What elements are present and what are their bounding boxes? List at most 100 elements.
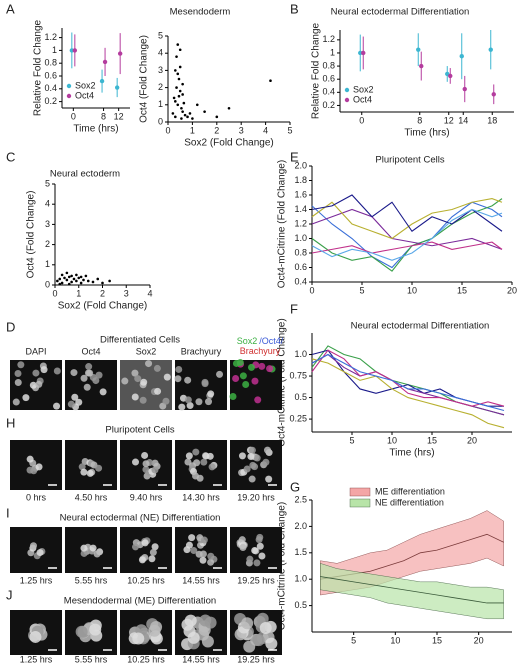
- cell: [131, 393, 139, 401]
- cell: [151, 543, 159, 551]
- x-tick-label: 5: [349, 435, 354, 445]
- data-point: [191, 117, 194, 120]
- image-caption: 9.40 hrs: [130, 492, 163, 502]
- y-tick-label: 1.0: [294, 349, 307, 359]
- image-caption: 5.55 hrs: [75, 654, 108, 664]
- y-tick-label: 0: [45, 279, 50, 289]
- y-tick-label: 5: [158, 30, 163, 40]
- cell: [29, 381, 37, 389]
- y-tick-label: 0.25: [289, 413, 307, 423]
- y-tick-label: 1: [158, 99, 163, 109]
- cell: [148, 624, 161, 637]
- cell: [92, 377, 100, 385]
- data-point: [96, 277, 100, 281]
- image-label: Sox2: [136, 346, 157, 356]
- data-point: [102, 59, 108, 65]
- cell: [35, 463, 43, 471]
- data-point: [79, 281, 83, 285]
- image-caption: 14.55 hrs: [182, 654, 220, 664]
- cell: [238, 452, 246, 460]
- cell: [17, 361, 25, 369]
- x-tick-label: 2: [100, 288, 105, 298]
- x-tick-label: 0: [309, 285, 314, 295]
- x-tick-label: 10: [387, 435, 397, 445]
- legend-swatch: [349, 487, 371, 497]
- data-point: [178, 89, 182, 93]
- cell: [53, 402, 61, 410]
- cell: [71, 393, 79, 401]
- panel-letter: C: [6, 149, 15, 164]
- x-axis-label: Sox2 (Fold Change): [58, 301, 148, 312]
- data-point: [182, 101, 186, 105]
- data-point: [215, 115, 219, 119]
- merge-label-part: Brachyury: [240, 346, 281, 356]
- y-tick-label: 3: [158, 65, 163, 75]
- data-line: [311, 353, 505, 412]
- image-caption: 10.25 hrs: [127, 654, 165, 664]
- cell: [153, 364, 161, 372]
- legend-swatch: [349, 498, 371, 508]
- cell: [247, 363, 255, 371]
- cell: [148, 555, 156, 563]
- panel-letter: E: [290, 149, 299, 164]
- x-tick-label: 12: [114, 111, 124, 121]
- data-point: [60, 281, 64, 285]
- cell: [134, 375, 142, 383]
- cell: [216, 370, 224, 378]
- data-point: [175, 86, 178, 89]
- cell: [200, 458, 208, 466]
- cell: [195, 550, 203, 558]
- data-point: [174, 100, 177, 103]
- y-tick-label: 2: [158, 82, 163, 92]
- data-point: [176, 103, 180, 107]
- data-point: [188, 112, 192, 115]
- cell: [132, 632, 145, 645]
- cell: [184, 458, 192, 466]
- micrograph: [120, 527, 172, 573]
- y-tick-label: 4: [158, 48, 163, 58]
- cell: [248, 446, 256, 454]
- data-line: [311, 194, 503, 233]
- data-point: [174, 69, 177, 72]
- cell: [262, 458, 270, 466]
- data-point: [448, 73, 453, 79]
- data-point: [75, 279, 78, 283]
- cell: [22, 394, 30, 402]
- chart-title: Neural ectodermal Differentiation: [351, 321, 490, 332]
- cell: [67, 400, 75, 408]
- x-tick-label: 5: [359, 285, 364, 295]
- x-axis-label: Time (hrs): [73, 124, 118, 135]
- x-tick-label: 0: [359, 115, 364, 125]
- cell: [188, 534, 196, 542]
- cell: [142, 460, 150, 468]
- y-tick-label: 0.4: [294, 276, 307, 286]
- cell: [149, 548, 157, 556]
- x-tick-label: 0: [71, 111, 76, 121]
- y-tick-label: 1.4: [294, 204, 307, 214]
- cell: [83, 383, 91, 391]
- y-tick-label: 0.75: [289, 370, 307, 380]
- x-tick-label: 0: [52, 288, 57, 298]
- panel-title: Differentiated Cells: [100, 335, 180, 346]
- cell: [247, 453, 255, 461]
- data-point: [178, 65, 182, 69]
- cell: [40, 366, 48, 374]
- cell: [232, 375, 240, 383]
- cell: [154, 387, 162, 395]
- y-axis-label: Oct4 (Fold Change): [26, 191, 37, 279]
- panel-letter: A: [6, 1, 15, 16]
- data-point: [99, 78, 105, 84]
- data-point: [84, 274, 88, 278]
- data-point: [75, 273, 78, 277]
- cell: [236, 359, 244, 367]
- y-tick-label: 0.6: [294, 262, 307, 272]
- cell: [175, 365, 183, 373]
- image-label: Oct4: [81, 346, 100, 356]
- y-tick-label: 0.8: [294, 247, 307, 257]
- image-caption: 19.20 hrs: [237, 492, 275, 502]
- cell: [241, 617, 254, 630]
- y-tick-label: 1.0: [294, 233, 307, 243]
- y-tick-label: 0.8: [44, 58, 57, 68]
- cell: [32, 369, 40, 377]
- data-point: [60, 273, 64, 277]
